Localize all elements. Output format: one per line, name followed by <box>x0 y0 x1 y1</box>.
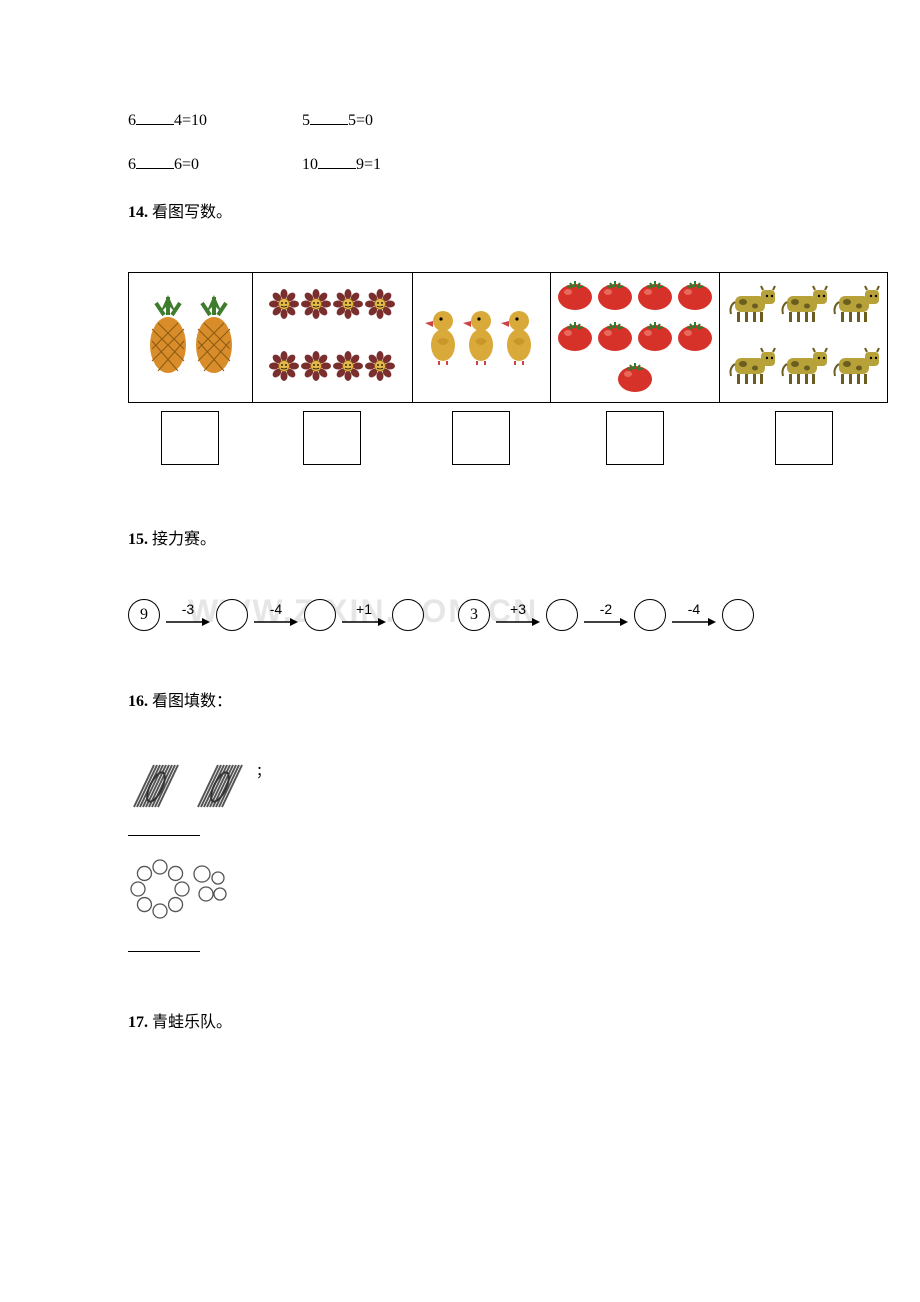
flower-icon <box>365 351 395 386</box>
chain-blank-circle[interactable] <box>722 599 754 631</box>
q14-answer-box[interactable] <box>452 411 510 465</box>
arrow-op: -4 <box>254 603 298 627</box>
pineapple-icon <box>146 293 190 382</box>
q15-num: 15. <box>128 531 148 548</box>
flower-icon <box>301 351 331 386</box>
duck-icon <box>425 305 461 370</box>
duck-icon <box>501 305 537 370</box>
duck-icon <box>463 305 499 370</box>
arrow-op: -2 <box>584 603 628 627</box>
eq-left: 6 <box>128 112 136 129</box>
pineapple-icon <box>192 293 236 382</box>
chain-blank-circle[interactable] <box>634 599 666 631</box>
q14-answer-box[interactable] <box>161 411 219 465</box>
q16-answer-line-1[interactable] <box>128 821 200 836</box>
equation: 10 9=1 <box>302 154 472 174</box>
tomato-icon <box>596 277 634 316</box>
fill-blank[interactable] <box>310 110 348 125</box>
tomato-icon <box>596 318 634 357</box>
q15-heading: 15. 接力赛。 <box>128 525 800 549</box>
q14-answer-box[interactable] <box>606 411 664 465</box>
fill-blank[interactable] <box>136 110 174 125</box>
eq-right: 4=10 <box>174 112 207 129</box>
q14-cell-cow <box>720 273 888 403</box>
stick-bundle-icon <box>128 761 190 813</box>
chain-start-circle: 3 <box>458 599 490 631</box>
flower-icon <box>333 351 363 386</box>
equation-row-2: 6 6=0 10 9=1 <box>128 154 800 174</box>
q14-cell-flower <box>253 273 413 403</box>
fill-blank[interactable] <box>136 154 174 169</box>
equation: 6 4=10 <box>128 110 298 130</box>
arrow-op-label: +3 <box>510 603 526 615</box>
chain-start-circle: 9 <box>128 599 160 631</box>
cow-icon <box>779 284 829 329</box>
q15-chain: WWW.ZIXIN.COM.CN 9-3 -4 +1 3+3 -2 -4 <box>128 599 800 631</box>
q16-figure-bundles: ； <box>128 761 800 836</box>
arrow-op: +1 <box>342 603 386 627</box>
q14-cell-tomato <box>550 273 720 403</box>
eq-right: 6=0 <box>174 156 199 173</box>
semicolon: ； <box>256 761 270 781</box>
arrow-op-label: -4 <box>688 603 700 615</box>
chain-blank-circle[interactable] <box>304 599 336 631</box>
arrow-op-label: -4 <box>270 603 282 615</box>
flower-icon <box>269 289 299 324</box>
tomato-icon <box>636 318 674 357</box>
tomato-icon <box>556 318 594 357</box>
tomato-icon <box>676 318 714 357</box>
q14-image-table <box>128 272 888 403</box>
stick-bundle-icon <box>192 761 254 813</box>
arrow-op-label: +1 <box>356 603 372 615</box>
tomato-icon <box>636 277 674 316</box>
circles-figure <box>128 854 248 924</box>
q14-answer-box[interactable] <box>303 411 361 465</box>
arrow-op: +3 <box>496 603 540 627</box>
arrow-op: -4 <box>672 603 716 627</box>
q17-title: 青蛙乐队。 <box>152 1014 232 1031</box>
cow-icon <box>727 284 777 329</box>
q16-title: 看图填数： <box>152 693 232 710</box>
q14-cell-duck <box>412 273 550 403</box>
cow-icon <box>779 346 829 391</box>
flower-icon <box>301 289 331 324</box>
q14-heading: 14. 看图写数。 <box>128 198 800 222</box>
q14-cell-pineapple <box>129 273 253 403</box>
q16-num: 16. <box>128 693 148 710</box>
q17-heading: 17. 青蛙乐队。 <box>128 1008 800 1032</box>
chain-blank-circle[interactable] <box>546 599 578 631</box>
q16-figure-circles <box>128 854 800 952</box>
q15-title: 接力赛。 <box>152 531 216 548</box>
q14-answer-box[interactable] <box>775 411 833 465</box>
equation-row-1: 6 4=10 5 5=0 <box>128 110 800 130</box>
flower-icon <box>333 289 363 324</box>
arrow-op-label: -2 <box>600 603 612 615</box>
q14-num: 14. <box>128 204 148 221</box>
cow-icon <box>831 346 881 391</box>
cow-icon <box>831 284 881 329</box>
chain-blank-circle[interactable] <box>392 599 424 631</box>
equation: 5 5=0 <box>302 110 472 130</box>
eq-right: 5=0 <box>348 112 373 129</box>
q14-title: 看图写数。 <box>152 204 232 221</box>
eq-right: 9=1 <box>356 156 381 173</box>
tomato-icon <box>616 359 654 398</box>
arrow-op-label: -3 <box>182 603 194 615</box>
flower-icon <box>269 351 299 386</box>
eq-left: 5 <box>302 112 310 129</box>
cow-icon <box>727 346 777 391</box>
flower-icon <box>365 289 395 324</box>
q14-answer-row <box>128 411 888 465</box>
tomato-icon <box>556 277 594 316</box>
fill-blank[interactable] <box>318 154 356 169</box>
eq-left: 6 <box>128 156 136 173</box>
chain-blank-circle[interactable] <box>216 599 248 631</box>
q17-num: 17. <box>128 1014 148 1031</box>
equation: 6 6=0 <box>128 154 298 174</box>
arrow-op: -3 <box>166 603 210 627</box>
tomato-icon <box>676 277 714 316</box>
q16-heading: 16. 看图填数： <box>128 687 800 711</box>
q16-answer-line-2[interactable] <box>128 937 200 952</box>
eq-left: 10 <box>302 156 318 173</box>
